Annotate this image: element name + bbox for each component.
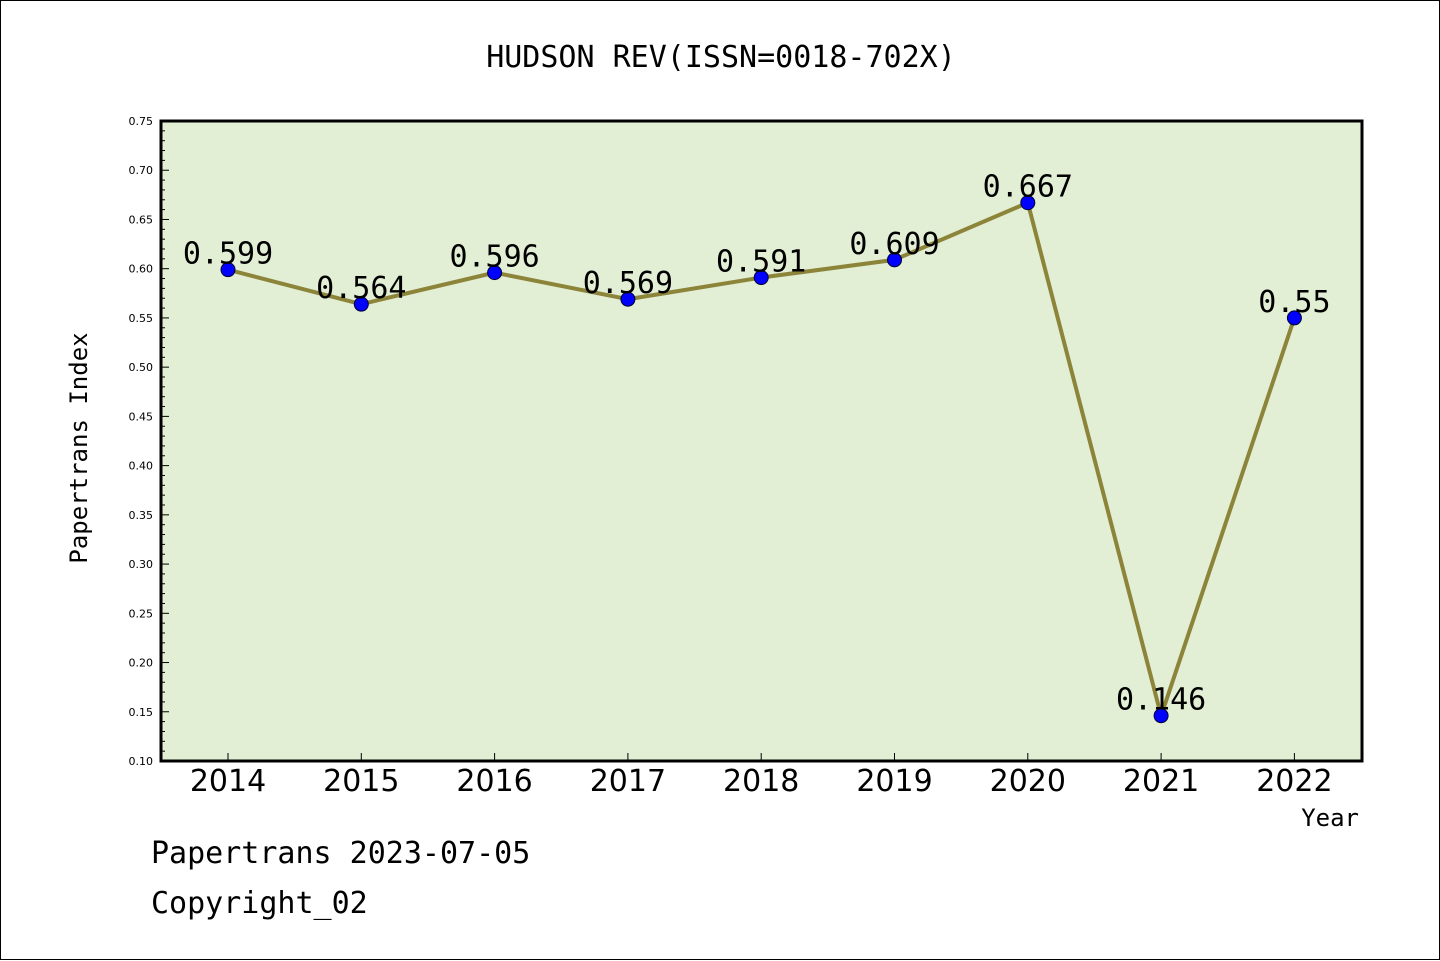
x-tick-label: 2014 xyxy=(190,764,266,799)
data-label: 0.609 xyxy=(849,227,939,262)
y-tick-label: 0.70 xyxy=(129,164,154,177)
y-tick-label: 0.40 xyxy=(129,460,154,473)
x-tick-label: 2016 xyxy=(456,764,532,799)
data-labels: 0.599 0.564 0.596 0.569 0.591 0.609 0.667 0.146… xyxy=(183,170,1331,718)
data-point xyxy=(487,265,503,281)
data-label: 0.569 xyxy=(583,266,673,301)
data-label: 0.591 xyxy=(716,245,806,280)
y-tick-label: 0.60 xyxy=(129,263,154,276)
y-tick-label: 0.35 xyxy=(129,509,154,522)
x-tick-label: 2021 xyxy=(1123,764,1199,799)
y-tick-label: 0.75 xyxy=(129,115,154,128)
y-tick-label: 0.55 xyxy=(129,312,154,325)
y-tick-label: 0.45 xyxy=(129,410,154,423)
data-label: 0.667 xyxy=(983,170,1073,205)
y-tick-label: 0.25 xyxy=(129,607,154,620)
x-tick-label: 2017 xyxy=(590,764,666,799)
x-tick-label: 2019 xyxy=(856,764,932,799)
data-point xyxy=(620,291,636,307)
data-label: 0.55 xyxy=(1258,285,1330,320)
data-label: 0.596 xyxy=(449,240,539,275)
data-point xyxy=(220,262,236,278)
data-point xyxy=(753,270,769,286)
data-point xyxy=(353,296,369,312)
data-point xyxy=(1020,195,1036,211)
x-tick-label: 2018 xyxy=(723,764,799,799)
data-label: 0.564 xyxy=(316,271,406,306)
data-label: 0.146 xyxy=(1116,683,1206,718)
footer-copyright: Copyright_02 xyxy=(151,886,368,921)
plot-area xyxy=(159,119,1364,763)
x-tick-label: 2020 xyxy=(990,764,1066,799)
data-point xyxy=(887,252,902,268)
y-tick-label: 0.20 xyxy=(129,657,154,670)
y-tick-label: 0.30 xyxy=(129,558,154,571)
y-tick-label: 0.50 xyxy=(129,361,154,374)
y-axis-title: Papertrans Index xyxy=(65,332,93,563)
x-axis-ticks: 2014 2015 2016 2017 2018 2019 2020 2021 2022 xyxy=(190,753,1333,799)
y-tick-label: 0.15 xyxy=(129,706,154,719)
footer-source: Papertrans 2023-07-05 xyxy=(151,836,531,871)
y-tick-label: 0.65 xyxy=(129,213,154,226)
data-point xyxy=(1153,708,1169,724)
x-axis-title: Year xyxy=(1301,804,1359,832)
data-point xyxy=(1286,310,1302,326)
y-tick-label: 0.10 xyxy=(129,755,154,768)
x-tick-label: 2022 xyxy=(1256,764,1332,799)
x-tick-label: 2015 xyxy=(323,764,399,799)
chart-title: HUDSON REV(ISSN=0018-702X) xyxy=(486,40,956,75)
data-markers xyxy=(220,195,1302,724)
data-label: 0.599 xyxy=(183,237,273,272)
y-axis-ticks: 0.10 0.15 0.20 0.25 0.30 0.35 0.40 0.45 0.50 0.55… xyxy=(129,115,169,768)
